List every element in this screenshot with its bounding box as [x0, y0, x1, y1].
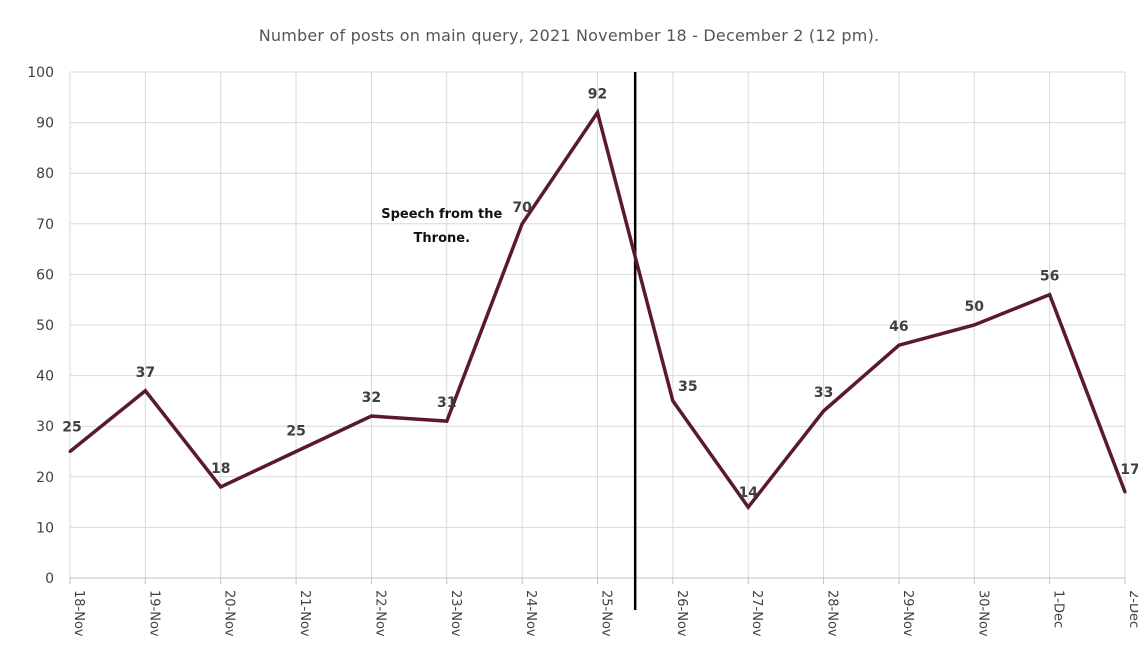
data-point — [294, 450, 298, 453]
x-tick-label: 26-Nov — [674, 590, 689, 637]
data-label: 37 — [136, 365, 155, 381]
data-point — [897, 343, 901, 347]
data-point — [596, 110, 599, 114]
data-label: 35 — [678, 379, 697, 395]
data-label: 17 — [1120, 462, 1138, 478]
y-tick-label: 30 — [36, 419, 54, 435]
annotation-text: Speech from the — [381, 207, 502, 222]
data-point — [143, 389, 147, 393]
data-label: 56 — [1040, 269, 1059, 285]
x-tick-label: 18-Nov — [71, 590, 86, 637]
x-tick-label: 28-Nov — [825, 590, 840, 637]
y-tick-label: 60 — [36, 267, 54, 283]
data-label: 25 — [62, 420, 81, 436]
data-label: 18 — [211, 461, 230, 477]
data-label: 25 — [286, 424, 305, 440]
x-tick-label: 23-Nov — [448, 590, 463, 637]
y-tick-label: 0 — [45, 571, 54, 587]
x-tick-label: 30-Nov — [975, 590, 990, 637]
data-point — [445, 419, 449, 423]
y-tick-label: 50 — [36, 318, 54, 334]
data-point — [746, 505, 750, 509]
x-tick-label: 22-Nov — [372, 590, 387, 637]
x-tick-label: 19-Nov — [146, 590, 161, 637]
chart-title: Number of posts on main query, 2021 Nove… — [258, 26, 880, 45]
data-point — [68, 450, 72, 453]
data-point — [822, 409, 826, 413]
data-label: 70 — [512, 200, 532, 216]
x-tick-label: 2-Dec — [1126, 590, 1138, 628]
data-point — [972, 323, 976, 327]
x-tick-label: 27-Nov — [749, 590, 764, 637]
data-label: 50 — [965, 299, 985, 315]
data-label: 46 — [889, 319, 908, 335]
data-point — [520, 222, 524, 226]
data-label: 31 — [437, 395, 456, 411]
y-tick-label: 20 — [36, 470, 54, 486]
data-label: 92 — [588, 86, 607, 102]
x-tick-label: 29-Nov — [900, 590, 915, 637]
y-tick-label: 40 — [36, 369, 54, 385]
data-point — [369, 414, 373, 418]
data-label: 33 — [814, 385, 833, 401]
x-tick-label: 21-Nov — [297, 590, 312, 637]
data-point — [671, 399, 675, 403]
data-point — [1048, 293, 1052, 297]
y-tick-label: 80 — [36, 166, 54, 182]
y-tick-label: 90 — [36, 116, 54, 132]
x-tick-label: 24-Nov — [523, 590, 538, 637]
annotation-text: Throne. — [414, 231, 470, 246]
data-point — [1123, 490, 1127, 494]
data-point — [219, 485, 223, 489]
y-tick-label: 70 — [36, 217, 54, 233]
x-tick-label: 25-Nov — [599, 590, 614, 637]
y-tick-label: 10 — [36, 520, 54, 536]
data-label: 32 — [362, 390, 381, 406]
x-tick-label: 1-Dec — [1051, 590, 1066, 628]
data-label: 14 — [738, 485, 758, 501]
x-tick-label: 20-Nov — [222, 590, 237, 637]
y-tick-label: 100 — [27, 65, 54, 81]
